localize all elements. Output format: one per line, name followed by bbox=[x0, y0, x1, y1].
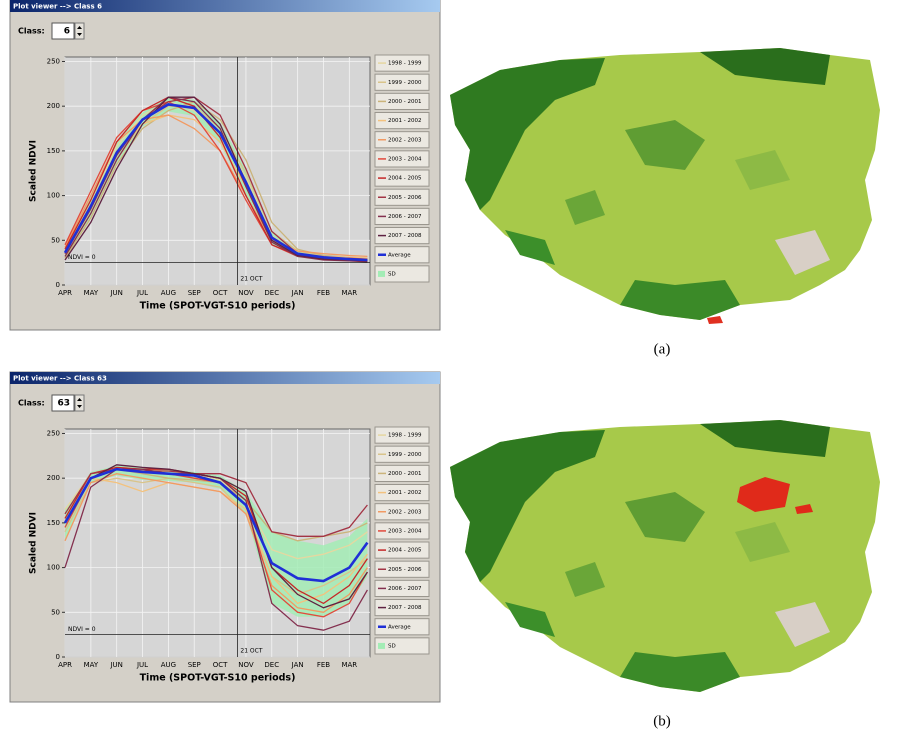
class-value: 63 bbox=[57, 399, 70, 409]
x-tick-label: JAN bbox=[291, 289, 304, 297]
map-b bbox=[450, 420, 880, 692]
spin-button[interactable] bbox=[75, 23, 84, 39]
legend-label: 2001 - 2002 bbox=[388, 490, 421, 496]
x-tick-label: JUL bbox=[136, 289, 148, 297]
legend-swatch bbox=[378, 643, 385, 649]
legend-label: 2002 - 2003 bbox=[388, 137, 422, 143]
caption: (b) bbox=[653, 713, 671, 729]
y-tick-label: 250 bbox=[47, 57, 60, 65]
class-value: 6 bbox=[64, 27, 70, 37]
legend-label: 2003 - 2004 bbox=[388, 528, 422, 534]
legend-label: 2006 - 2007 bbox=[388, 586, 422, 592]
y-tick-label: 200 bbox=[47, 474, 60, 482]
legend-label: SD bbox=[388, 271, 396, 277]
y-tick-label: 50 bbox=[51, 236, 60, 244]
legend-label: 2004 - 2005 bbox=[388, 548, 422, 554]
x-tick-label: FEB bbox=[317, 661, 330, 669]
reference-label: NDVI = 0 bbox=[68, 254, 96, 261]
spin-button[interactable] bbox=[75, 395, 84, 411]
x-tick-label: NOV bbox=[238, 289, 254, 297]
legend-label: 2006 - 2007 bbox=[388, 214, 422, 220]
y-tick-label: 100 bbox=[47, 564, 60, 572]
class-label: Class: bbox=[18, 27, 45, 36]
x-tick-label: MAY bbox=[84, 289, 99, 297]
reference-label: NDVI = 0 bbox=[68, 626, 96, 633]
legend-label: 2001 - 2002 bbox=[388, 118, 421, 124]
x-tick-label: AUG bbox=[161, 661, 176, 669]
plot-area bbox=[65, 429, 370, 657]
x-tick-label: FEB bbox=[317, 289, 330, 297]
y-tick-label: 150 bbox=[47, 147, 60, 155]
x-axis-label: Time (SPOT-VGT-S10 periods) bbox=[140, 301, 296, 312]
x-tick-label: DEC bbox=[264, 289, 279, 297]
y-axis-label: Scaled NDVI bbox=[29, 140, 39, 202]
legend-label: 2000 - 2001 bbox=[388, 471, 421, 477]
legend-swatch bbox=[378, 271, 385, 277]
reference-label: 21 OCT bbox=[240, 648, 262, 655]
reference-label: 21 OCT bbox=[240, 276, 262, 283]
legend-label: 1999 - 2000 bbox=[388, 452, 422, 458]
window-title: Plot viewer --> Class 6 bbox=[13, 3, 102, 11]
x-tick-label: SEP bbox=[188, 289, 201, 297]
y-tick-label: 50 bbox=[51, 608, 60, 616]
legend-label: 2005 - 2006 bbox=[388, 195, 422, 201]
x-tick-label: JUN bbox=[109, 661, 122, 669]
x-tick-label: OCT bbox=[213, 289, 228, 297]
legend-label: 1998 - 1999 bbox=[388, 433, 422, 439]
x-tick-label: OCT bbox=[213, 661, 228, 669]
class-label: Class: bbox=[18, 399, 45, 408]
x-tick-label: MAR bbox=[341, 289, 357, 297]
legend-label: 1998 - 1999 bbox=[388, 61, 422, 67]
legend-label: SD bbox=[388, 643, 396, 649]
legend-label: 2000 - 2001 bbox=[388, 99, 421, 105]
x-tick-label: JUL bbox=[136, 661, 148, 669]
legend-label: Average bbox=[388, 252, 411, 258]
x-tick-label: DEC bbox=[264, 661, 279, 669]
x-tick-label: JAN bbox=[291, 661, 304, 669]
legend-label: Average bbox=[388, 624, 411, 630]
y-tick-label: 100 bbox=[47, 192, 60, 200]
legend-label: 2003 - 2004 bbox=[388, 156, 422, 162]
x-tick-label: APR bbox=[58, 661, 72, 669]
legend-label: 1999 - 2000 bbox=[388, 80, 422, 86]
y-tick-label: 200 bbox=[47, 102, 60, 110]
page: Plot viewer --> Class 6 Class: 6 (a) APR MAY J… bbox=[0, 0, 899, 738]
map-a bbox=[450, 48, 880, 324]
window-title: Plot viewer --> Class 63 bbox=[13, 375, 107, 383]
caption: (a) bbox=[654, 341, 671, 357]
legend-label: 2007 - 2008 bbox=[388, 605, 422, 611]
x-tick-label: MAY bbox=[84, 661, 99, 669]
x-tick-label: JUN bbox=[109, 289, 122, 297]
legend-label: 2002 - 2003 bbox=[388, 509, 422, 515]
y-tick-label: 150 bbox=[47, 519, 60, 527]
x-tick-label: AUG bbox=[161, 289, 176, 297]
y-tick-label: 0 bbox=[56, 281, 60, 289]
x-tick-label: SEP bbox=[188, 661, 201, 669]
y-tick-label: 250 bbox=[47, 429, 60, 437]
x-tick-label: APR bbox=[58, 289, 72, 297]
legend-label: 2004 - 2005 bbox=[388, 176, 422, 182]
y-axis-label: Scaled NDVI bbox=[29, 512, 39, 574]
y-tick-label: 0 bbox=[56, 653, 60, 661]
map-highlight bbox=[707, 316, 723, 324]
legend-label: 2007 - 2008 bbox=[388, 233, 422, 239]
legend-label: 2005 - 2006 bbox=[388, 567, 422, 573]
x-axis-label: Time (SPOT-VGT-S10 periods) bbox=[140, 673, 296, 684]
x-tick-label: NOV bbox=[238, 661, 254, 669]
x-tick-label: MAR bbox=[341, 661, 357, 669]
